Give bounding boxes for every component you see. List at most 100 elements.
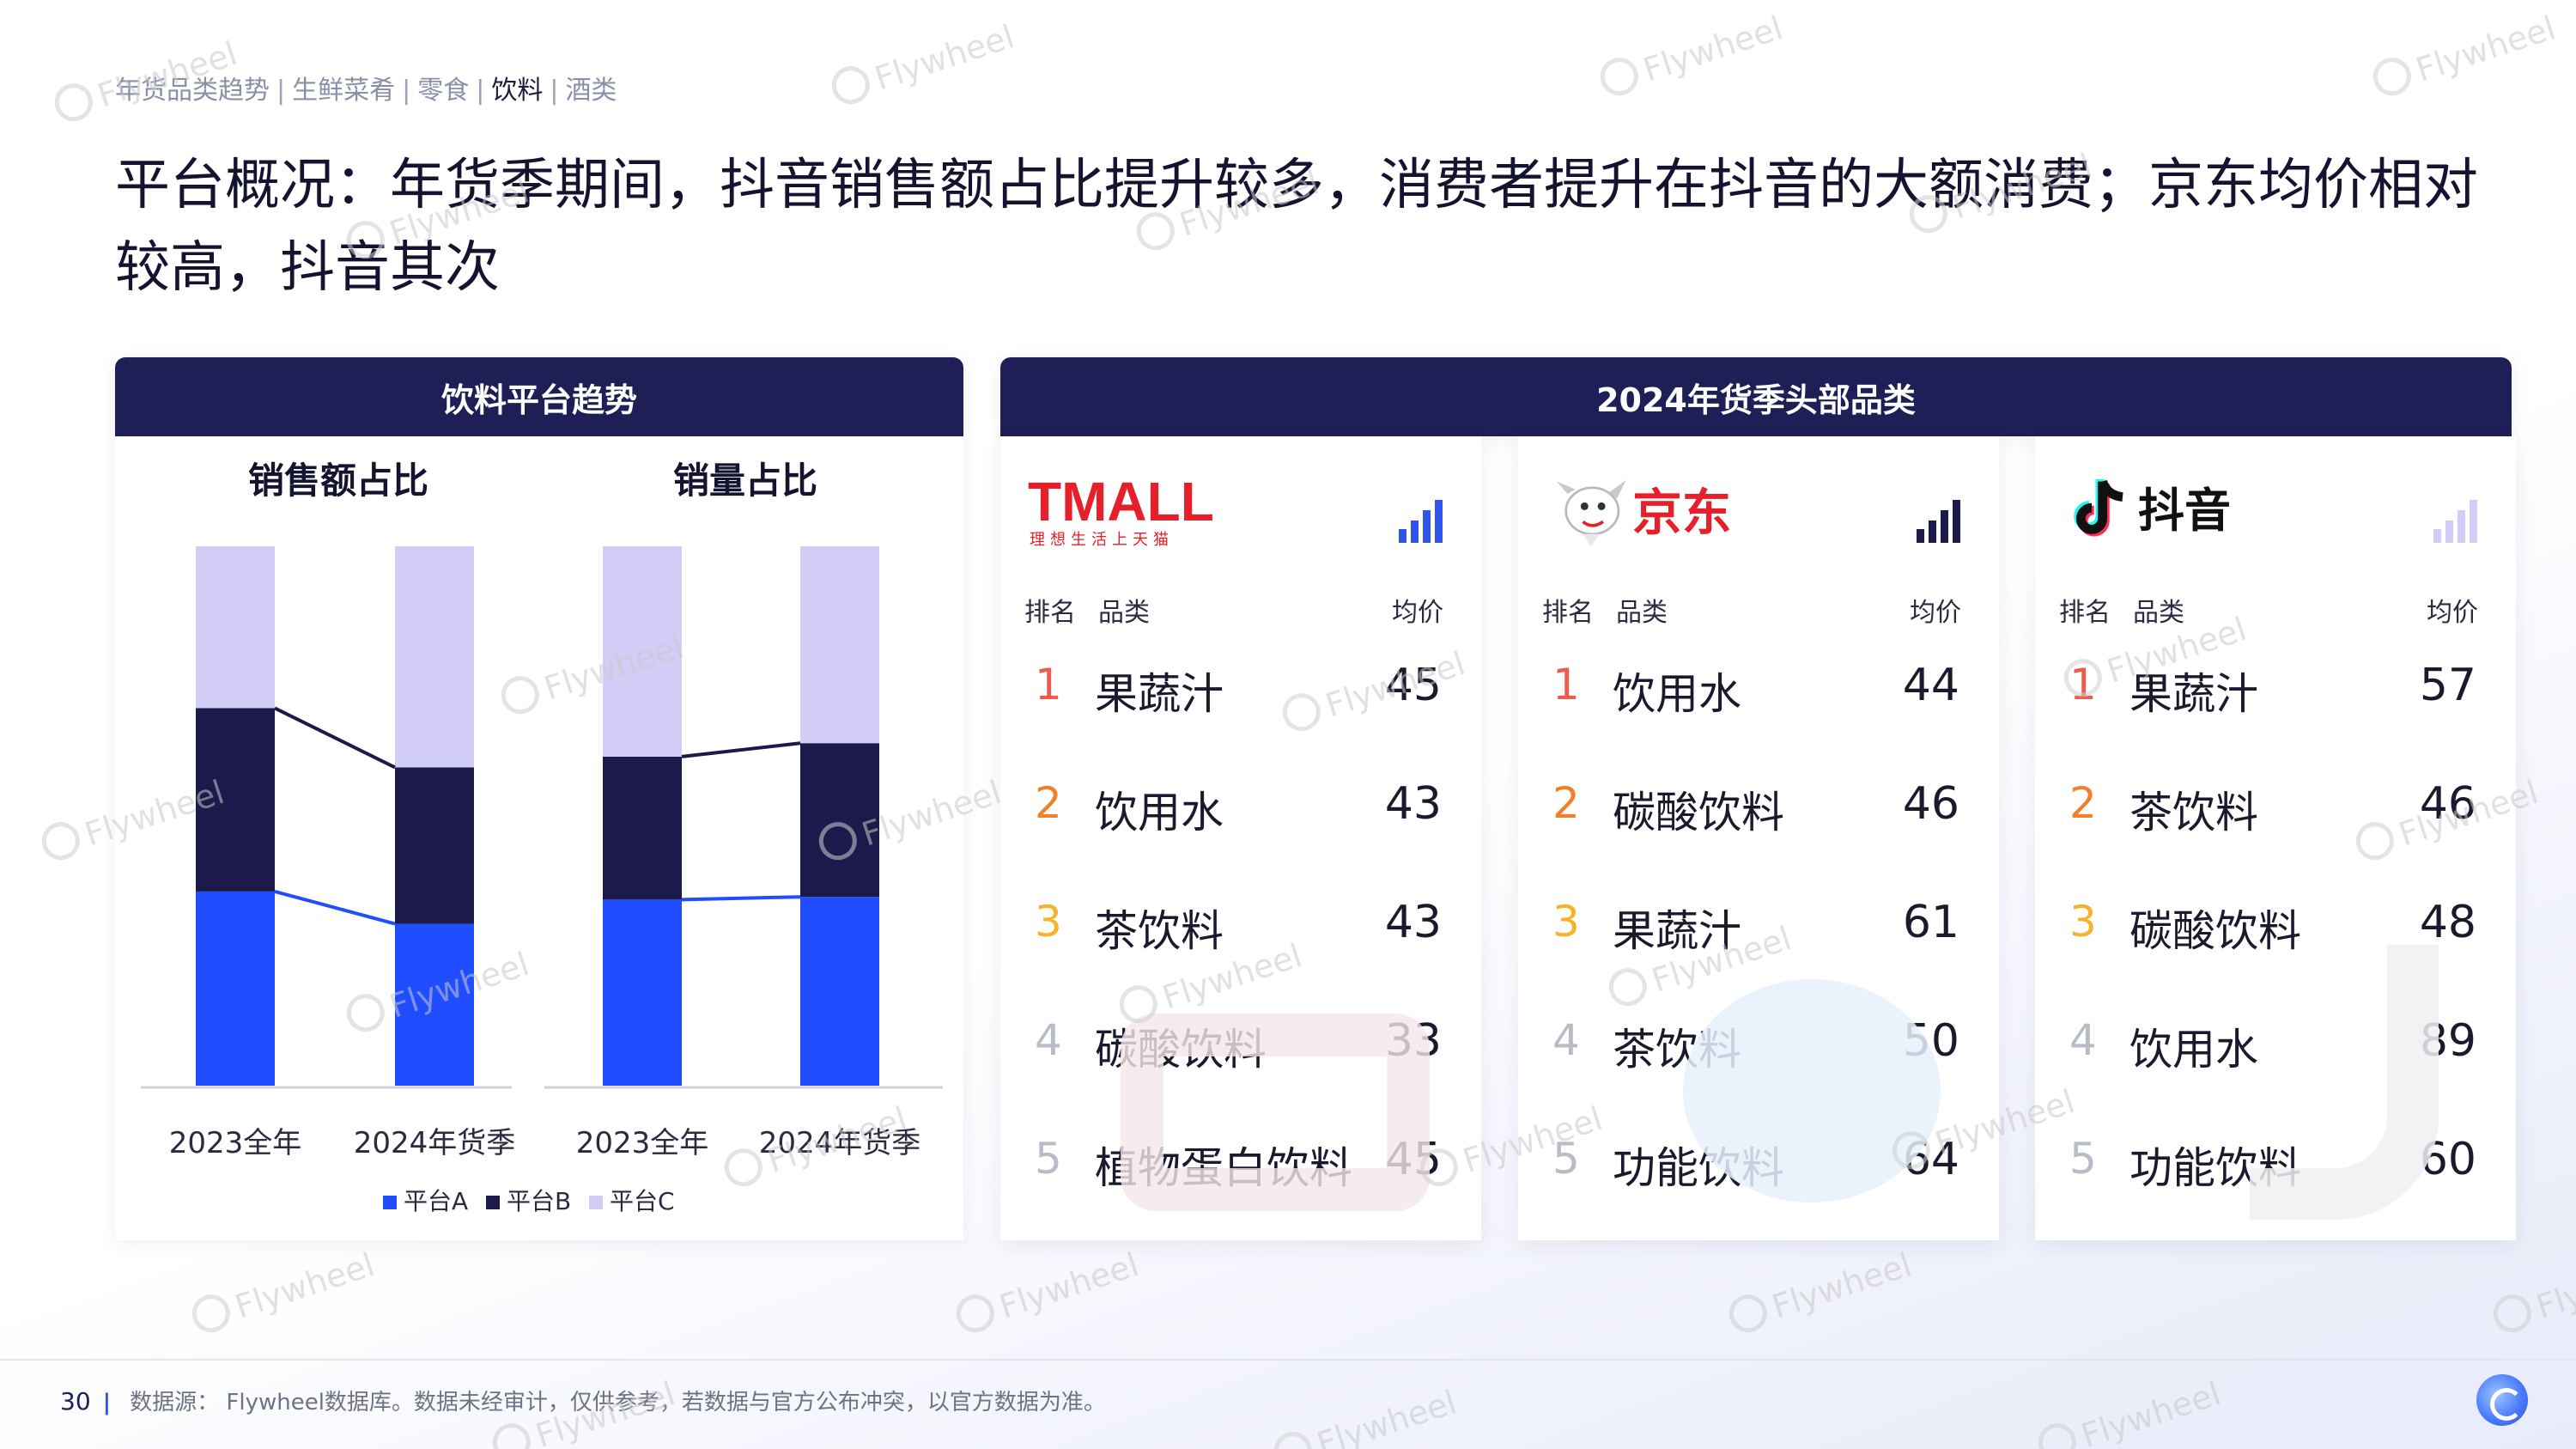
category-row: 3 碳酸饮料 48 (2035, 897, 2516, 965)
category-row: 3 果蔬汁 61 (1518, 897, 1999, 965)
connector-line-a (681, 895, 801, 902)
signal-bars-low-icon (2433, 500, 2477, 543)
jd-dog-icon (1556, 479, 1626, 547)
category-row: 2 碳酸饮料 46 (1518, 778, 1999, 847)
legend-label: 平台A (404, 1187, 468, 1215)
tmall-logo-text: TMALL (1028, 471, 1214, 533)
bar-segment (395, 767, 474, 924)
rank-number: 1 (2069, 660, 2097, 709)
legend-label: 平台B (507, 1187, 571, 1215)
tmall-logo: TMALL 理想生活上天猫 (1028, 471, 1214, 548)
rank-number: 1 (1035, 660, 1062, 709)
signal-bars-high-icon (1917, 500, 1960, 543)
average-price: 46 (2419, 778, 2476, 830)
breadcrumb: 年货品类趋势 | 生鲜菜肴 | 零食 | 饮料 | 酒类 (115, 69, 617, 107)
breadcrumb-separator: | (276, 76, 286, 106)
column-header-category: 品类 (1616, 598, 1668, 628)
data-source-note: 数据源： Flywheel数据库。数据未经审计，仅供参考，若数据与官方公布冲突，… (130, 1390, 1106, 1416)
x-tick-label: 2024年货季 (354, 1126, 516, 1160)
breadcrumb-item[interactable]: 年货品类趋势 (115, 76, 270, 106)
breadcrumb-item[interactable]: 酒类 (565, 76, 617, 106)
column-header-category: 品类 (1098, 598, 1150, 628)
page-title: 平台概况：年货季期间，抖音销售额占比提升较多，消费者提升在抖音的大额消费；京东均… (115, 154, 2478, 300)
bar-segment (395, 546, 474, 768)
category-name: 茶饮料 (1095, 906, 1224, 956)
category-row: 2 茶饮料 46 (2035, 778, 2516, 847)
average-price: 46 (1902, 778, 1959, 830)
rank-number: 5 (1035, 1134, 1062, 1184)
footer-divider (0, 1359, 2576, 1361)
douyin-logo-text: 抖音 (2138, 484, 2231, 538)
rank-number: 2 (2069, 778, 2097, 828)
column-header-rank: 排名 (1542, 598, 1594, 628)
rank-number: 4 (1552, 1015, 1580, 1065)
bar-segment (395, 923, 474, 1086)
rank-number: 1 (1552, 660, 1580, 709)
category-name: 果蔬汁 (2129, 669, 2258, 719)
category-row: 2 饮用水 43 (1000, 778, 1481, 847)
subchart-title: 销售额占比 (248, 460, 428, 502)
category-name: 果蔬汁 (1095, 669, 1224, 719)
breadcrumb-separator: | (550, 76, 559, 106)
category-name: 饮用水 (1095, 788, 1224, 837)
rank-number: 3 (1035, 897, 1062, 947)
breadcrumb-item[interactable]: 饮料 (491, 76, 544, 106)
bar-segment (196, 891, 275, 1086)
category-row: 5 功能饮料 60 (2035, 1134, 2516, 1202)
x-tick-label: 2024年货季 (759, 1126, 921, 1160)
column-header-rank: 排名 (2059, 598, 2111, 628)
bar-segment (603, 546, 682, 757)
top-categories-panel: 2024年货季头部品类 (1000, 357, 2512, 436)
breadcrumb-item[interactable]: 零食 (417, 76, 470, 106)
x-tick-label: 2023全年 (576, 1126, 709, 1160)
legend-label: 平台C (610, 1187, 675, 1215)
subchart-title: 销量占比 (673, 460, 817, 502)
average-price: 61 (1902, 897, 1959, 948)
category-name: 饮用水 (2129, 1025, 2258, 1075)
column-header-category: 品类 (2133, 598, 2184, 628)
douyin-watermark-shape (2250, 945, 2439, 1220)
average-price: 45 (1384, 660, 1442, 711)
bar-segment (603, 756, 682, 900)
category-row: 1 果蔬汁 57 (2035, 660, 2516, 728)
bar-segment (196, 546, 275, 709)
connector-line-a (274, 889, 396, 926)
platform-trend-panel-title: 饮料平台趋势 (115, 357, 963, 436)
rank-number: 5 (1552, 1134, 1580, 1184)
rank-number: 4 (2069, 1015, 2097, 1065)
bar-segment (603, 899, 682, 1086)
legend-swatch (383, 1196, 397, 1209)
breadcrumb-separator: | (402, 76, 411, 106)
tmall-watermark-shape (1121, 1014, 1430, 1211)
average-price: 44 (1902, 660, 1959, 711)
rank-number: 3 (1552, 897, 1580, 947)
column-header-price: 均价 (2427, 598, 2478, 628)
signal-bars-high-icon (1399, 500, 1443, 543)
footer: 30 | 数据源： Flywheel数据库。数据未经审计，仅供参考，若数据与官方公布… (60, 1385, 1106, 1416)
category-row: 3 茶饮料 43 (1000, 897, 1481, 965)
column-header-price: 均价 (1392, 598, 1443, 628)
category-name: 饮用水 (1613, 669, 1741, 719)
category-row: 1 果蔬汁 45 (1000, 660, 1481, 728)
rank-number: 5 (2069, 1134, 2097, 1184)
breadcrumb-separator: | (476, 76, 485, 106)
category-name: 果蔬汁 (1613, 906, 1741, 956)
legend-swatch (589, 1196, 603, 1209)
flywheel-logo-icon (2476, 1374, 2528, 1426)
bar-segment (800, 743, 879, 898)
rank-number: 2 (1035, 778, 1062, 828)
column-header-price: 均价 (1910, 598, 1961, 628)
connector-line-b (274, 706, 396, 770)
jd-watermark-shape (1683, 979, 1941, 1202)
category-row: 1 饮用水 44 (1518, 660, 1999, 728)
top-categories-panel-title: 2024年货季头部品类 (1000, 357, 2512, 436)
bar-segment (196, 708, 275, 892)
category-name: 碳酸饮料 (1613, 788, 1784, 837)
jd-logo-text: 京东 (1632, 484, 1731, 541)
rank-number: 2 (1552, 778, 1580, 828)
category-name: 茶饮料 (2129, 788, 2258, 837)
breadcrumb-item[interactable]: 生鲜菜肴 (292, 76, 396, 106)
rank-number: 4 (1035, 1015, 1062, 1065)
bar-segment (800, 897, 879, 1086)
